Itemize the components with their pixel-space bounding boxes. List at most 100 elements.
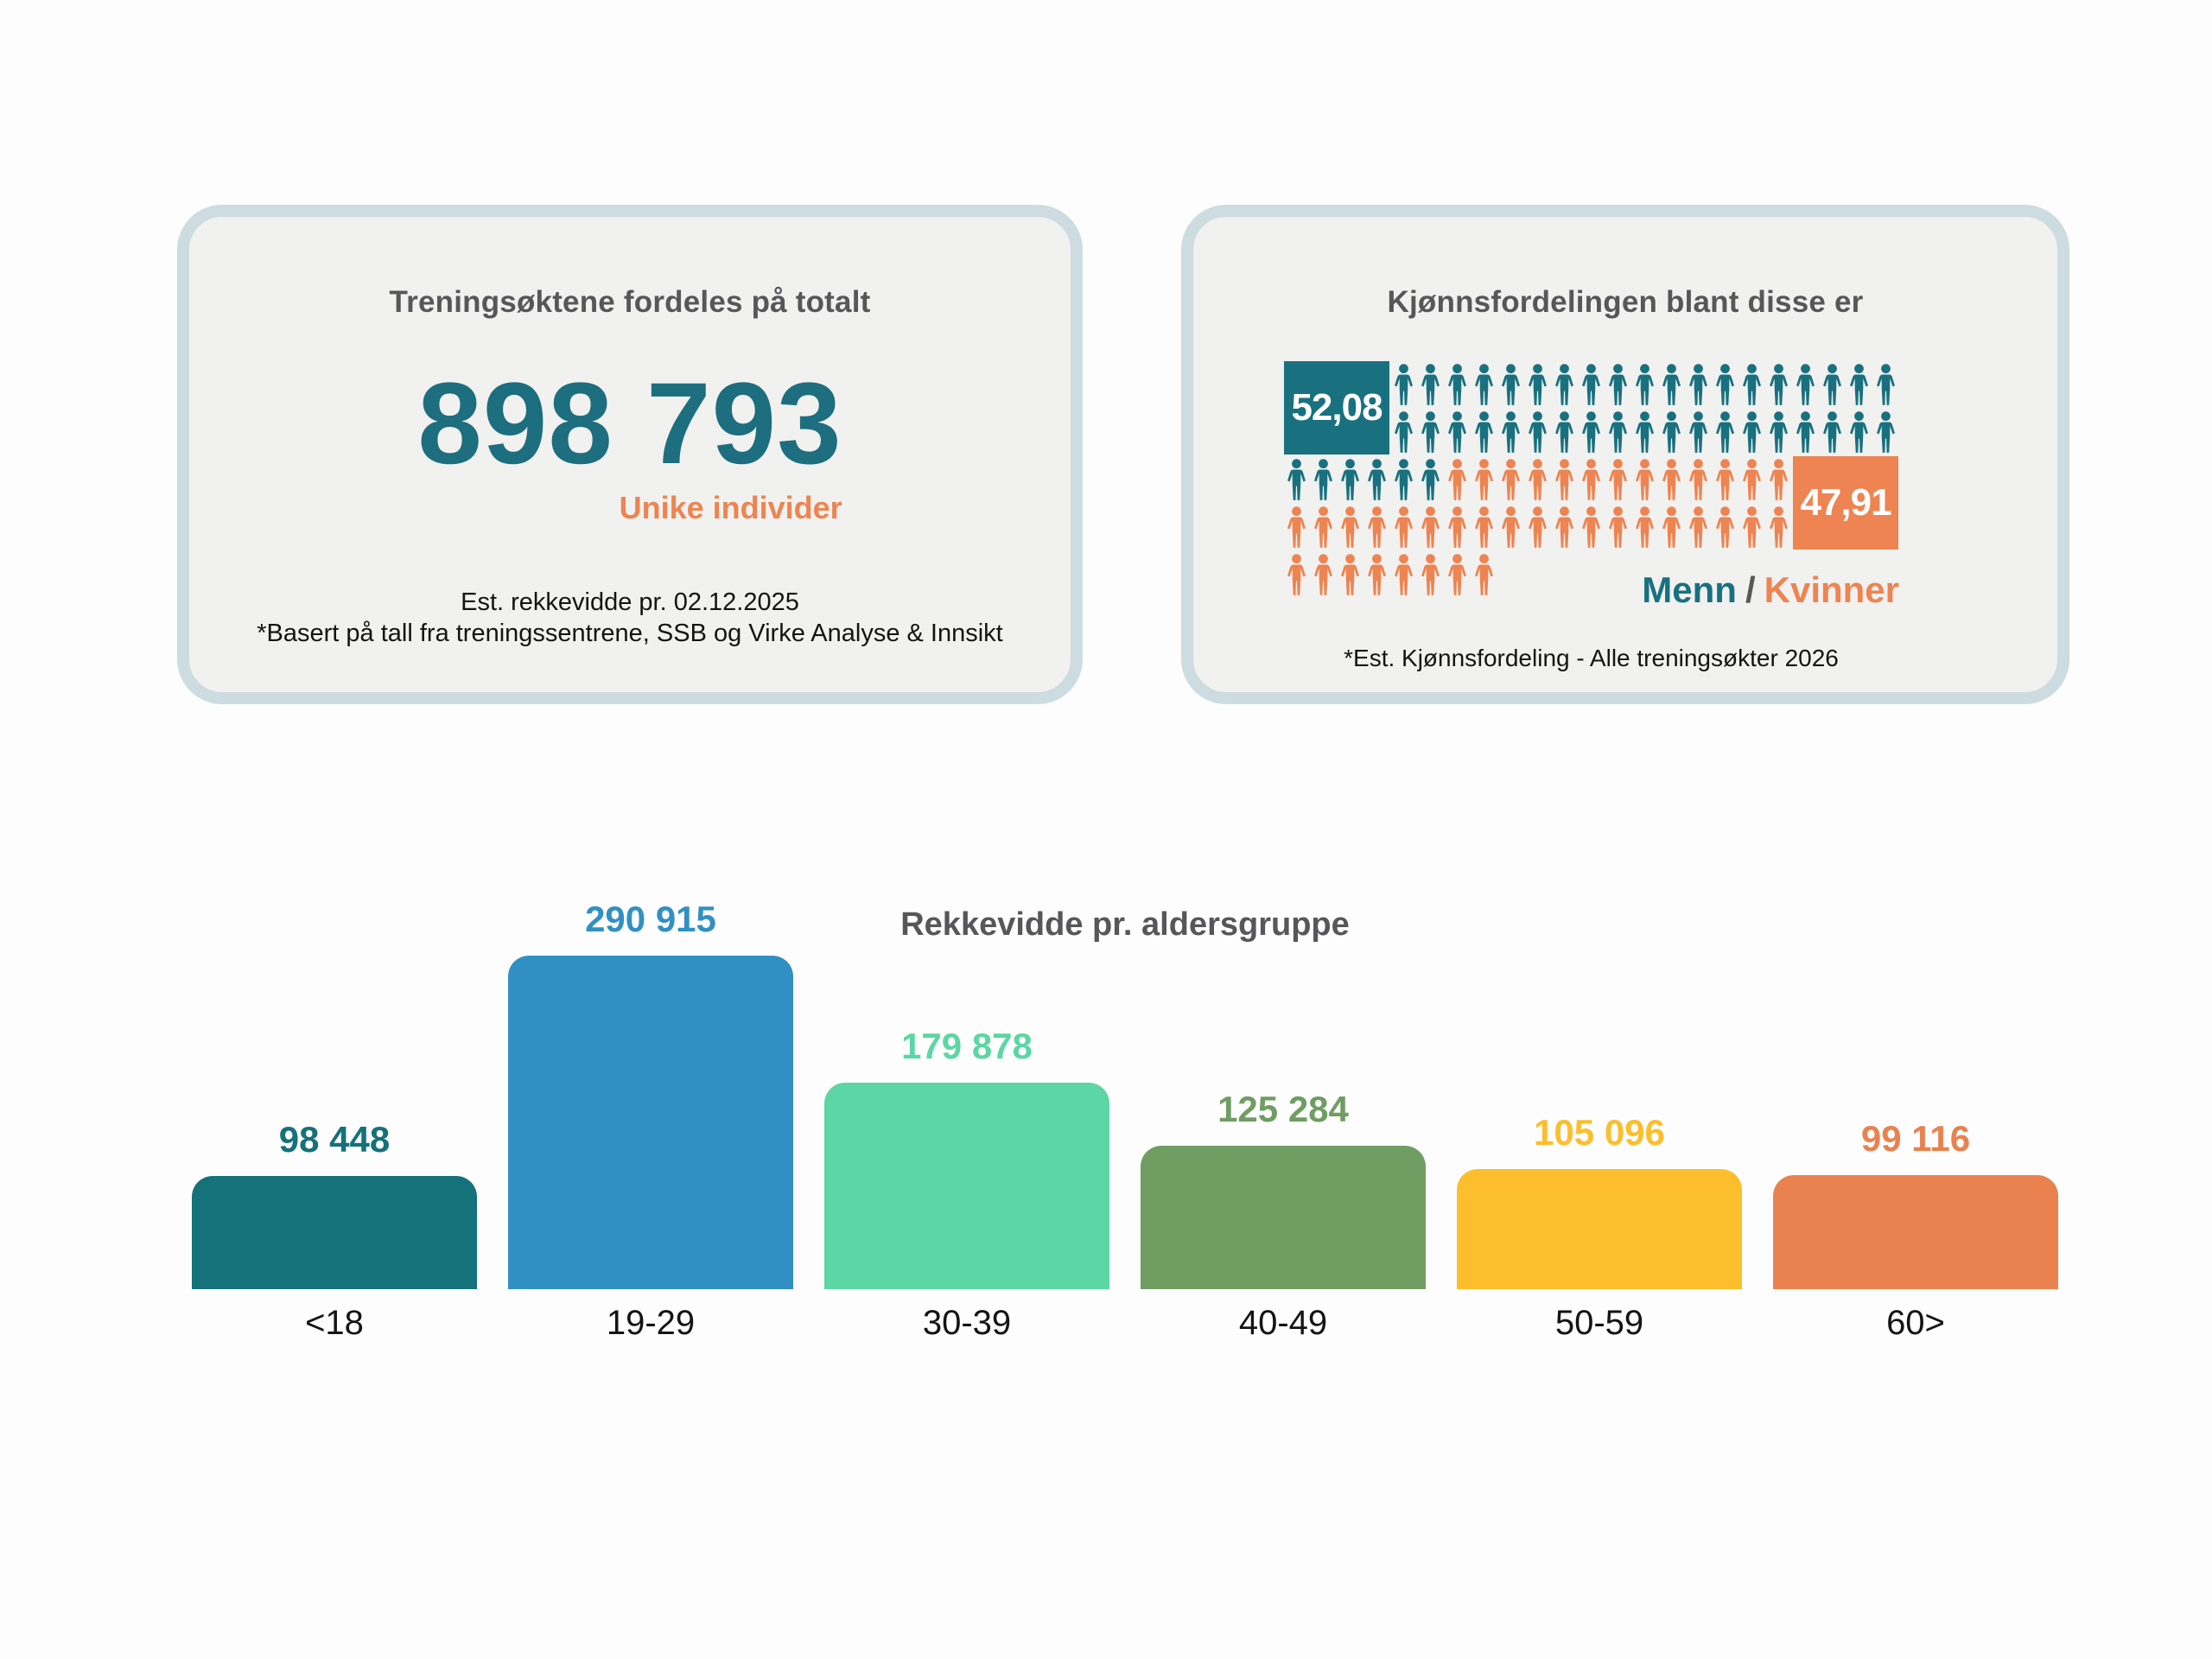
person-icon-female: [1578, 455, 1605, 503]
bar: [192, 1176, 477, 1289]
person-icon-male: [1846, 360, 1872, 408]
person-icon-female: [1363, 503, 1390, 550]
person-icon-male: [1631, 360, 1658, 408]
person-icon-female: [1363, 550, 1390, 598]
bar-category-label: 40-49: [1238, 1304, 1328, 1342]
gender-pictogram: 52,08 47,91 Menn / Kvinner: [1283, 360, 1899, 608]
person-icon-male: [1846, 408, 1872, 455]
pictogram-empty-cell: [1551, 550, 1578, 598]
age-chart-title: Rekkevidde pr. aldersgruppe: [900, 906, 1350, 943]
person-icon-female: [1685, 455, 1712, 503]
pictogram-empty-cell: [1578, 550, 1605, 598]
person-icon-male: [1497, 408, 1524, 455]
bar-group-60>: 99 116 60>: [1773, 1118, 2058, 1342]
gender-legend: Menn / Kvinner: [1642, 572, 1899, 608]
note-line-1: Est. rekkevidde pr. 02.12.2025: [461, 588, 799, 616]
person-icon-female: [1551, 503, 1578, 550]
person-icon-male: [1551, 408, 1578, 455]
bar: [1773, 1175, 2058, 1289]
male-share-box: 52,08: [1284, 361, 1389, 454]
person-icon-male: [1471, 360, 1497, 408]
pictogram-grid: 52,08 47,91: [1283, 360, 1899, 598]
person-icon-male: [1819, 360, 1846, 408]
bar: [508, 956, 793, 1289]
person-icon-male: [1738, 360, 1765, 408]
bar-group-50-59: 105 096 50-59: [1457, 1111, 1742, 1342]
person-icon-female: [1685, 503, 1712, 550]
person-icon-female: [1765, 455, 1792, 503]
person-icon-female: [1524, 503, 1551, 550]
age-chart-bars: 98 448 <18 290 915 19-29 179 878 30-39 125 284…: [192, 898, 2058, 1342]
bar-category-label: 19-29: [606, 1304, 696, 1342]
age-group-chart: Rekkevidde pr. aldersgruppe 98 448 <18 290…: [192, 899, 2058, 1357]
total-individuals-value: 898 793: [417, 359, 842, 488]
bar-value-label: 98 448: [278, 1118, 391, 1160]
person-icon-male: [1819, 408, 1846, 455]
bar-value-label: 105 096: [1534, 1111, 1665, 1153]
person-icon-male: [1524, 360, 1551, 408]
person-icon-male: [1605, 408, 1631, 455]
person-icon-female: [1551, 455, 1578, 503]
person-icon-female: [1337, 550, 1363, 598]
bar-value-label: 290 915: [585, 898, 716, 939]
gender-card-title: Kjønnsfordelingen blant disse er: [1387, 285, 1864, 319]
person-icon-male: [1471, 408, 1497, 455]
note-line-2: *Basert på tall fra treningssentrene, SS…: [257, 619, 1003, 647]
person-icon-male: [1712, 408, 1738, 455]
bar-category-label: 60>: [1886, 1304, 1945, 1342]
bar: [824, 1083, 1109, 1289]
person-icon-male: [1631, 408, 1658, 455]
person-icon-male: [1872, 408, 1899, 455]
person-icon-male: [1390, 455, 1417, 503]
person-icon-female: [1605, 503, 1631, 550]
total-reach-note: Est. rekkevidde pr. 02.12.2025 *Basert p…: [257, 587, 1003, 672]
person-icon-female: [1283, 503, 1310, 550]
pictogram-empty-cell: [1524, 550, 1551, 598]
person-icon-female: [1390, 503, 1417, 550]
kpi-subtitle: Unike individer: [619, 489, 842, 525]
person-icon-male: [1417, 360, 1444, 408]
bar-category-label: 30-39: [922, 1304, 1012, 1342]
person-icon-male: [1283, 455, 1310, 503]
person-icon-female: [1310, 550, 1337, 598]
person-icon-female: [1658, 455, 1685, 503]
total-reach-card: Treningsøktene fordeles på totalt 898 79…: [177, 205, 1083, 704]
person-icon-female: [1390, 550, 1417, 598]
person-icon-male: [1872, 360, 1899, 408]
person-icon-male: [1765, 360, 1792, 408]
gender-note: *Est. Kjønnsfordeling - Alle treningsøkt…: [1344, 645, 1839, 671]
person-icon-male: [1685, 360, 1712, 408]
person-icon-male: [1417, 455, 1444, 503]
person-icon-female: [1738, 455, 1765, 503]
person-icon-male: [1578, 408, 1605, 455]
person-icon-male: [1685, 408, 1712, 455]
person-icon-male: [1738, 408, 1765, 455]
person-icon-male: [1363, 455, 1390, 503]
person-icon-female: [1497, 503, 1524, 550]
person-icon-male: [1444, 408, 1471, 455]
total-reach-card-title: Treningsøktene fordeles på totalt: [389, 285, 871, 319]
person-icon-male: [1390, 408, 1417, 455]
person-icon-male: [1658, 360, 1685, 408]
bar-category-label: <18: [305, 1304, 364, 1342]
person-icon-female: [1524, 455, 1551, 503]
person-icon-female: [1631, 503, 1658, 550]
bar-category-label: 50-59: [1554, 1304, 1644, 1342]
person-icon-female: [1712, 503, 1738, 550]
bar-group-30-39: 179 878 30-39: [824, 1025, 1109, 1342]
pictogram-empty-cell: [1497, 550, 1524, 598]
person-icon-male: [1337, 455, 1363, 503]
person-icon-female: [1444, 550, 1471, 598]
kpi-value-wrap: 898 793 Unike individer: [417, 359, 842, 525]
person-icon-female: [1417, 503, 1444, 550]
legend-kvinner-label: Kvinner: [1764, 569, 1899, 610]
female-share-box: 47,91: [1793, 456, 1898, 550]
bar-value-label: 179 878: [901, 1025, 1033, 1066]
person-icon-male: [1765, 408, 1792, 455]
person-icon-male: [1497, 360, 1524, 408]
person-icon-male: [1712, 360, 1738, 408]
person-icon-female: [1765, 503, 1792, 550]
person-icon-male: [1417, 408, 1444, 455]
person-icon-male: [1792, 408, 1819, 455]
